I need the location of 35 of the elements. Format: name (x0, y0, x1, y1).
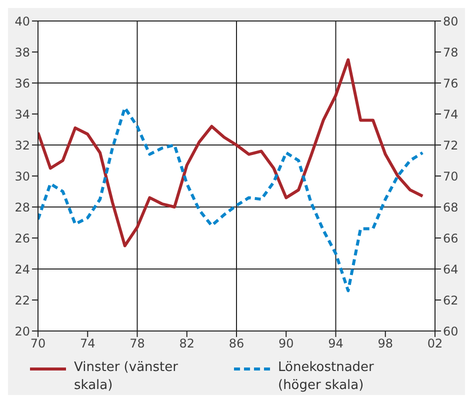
y2-tick-label: 72 (443, 138, 458, 152)
line-series (38, 58, 424, 248)
y2-tick-label: 66 (443, 231, 458, 246)
y-tick-label: 20 (14, 324, 30, 338)
y2-tick-label: 76 (443, 76, 458, 90)
y2-tick-label: 68 (443, 200, 458, 214)
y-tick-label: 22 (14, 293, 30, 308)
y2-tick-label: 64 (443, 262, 458, 276)
x-tick-label: 98 (378, 336, 394, 351)
x-tick-label: 70 (30, 336, 46, 351)
legend-label: Vinster (vänster skala) (74, 359, 179, 395)
x-tick-label: 78 (130, 336, 145, 351)
x-tick-label: 82 (179, 336, 195, 351)
y-tick-label: 38 (14, 45, 30, 60)
y-tick-label: 40 (14, 14, 30, 28)
x-tick-label: 90 (278, 336, 294, 351)
x-tick-label: 74 (80, 336, 96, 351)
y2-tick-label: 78 (443, 45, 458, 60)
y2-tick-label: 70 (443, 169, 458, 184)
y2-tick-label: 74 (443, 107, 458, 122)
y2-tick-label: 80 (443, 14, 458, 28)
y2-tick-label: 62 (443, 293, 458, 308)
y-tick-label: 32 (14, 138, 30, 152)
x-tick-label: 02 (427, 336, 443, 351)
x-tick-label: 94 (328, 336, 344, 351)
x-tick-label: 86 (228, 336, 244, 351)
y-tick-label: 28 (14, 200, 30, 214)
line-series (38, 106, 424, 292)
y-tick-label: 30 (14, 169, 30, 184)
y-tick-label: 34 (14, 107, 30, 122)
y-tick-label: 36 (14, 76, 30, 90)
y2-tick-label: 60 (443, 324, 458, 338)
legend-label: Lönekostnader (höger skala) (278, 359, 375, 395)
y-tick-label: 26 (14, 231, 30, 246)
y-tick-label: 24 (14, 262, 30, 276)
